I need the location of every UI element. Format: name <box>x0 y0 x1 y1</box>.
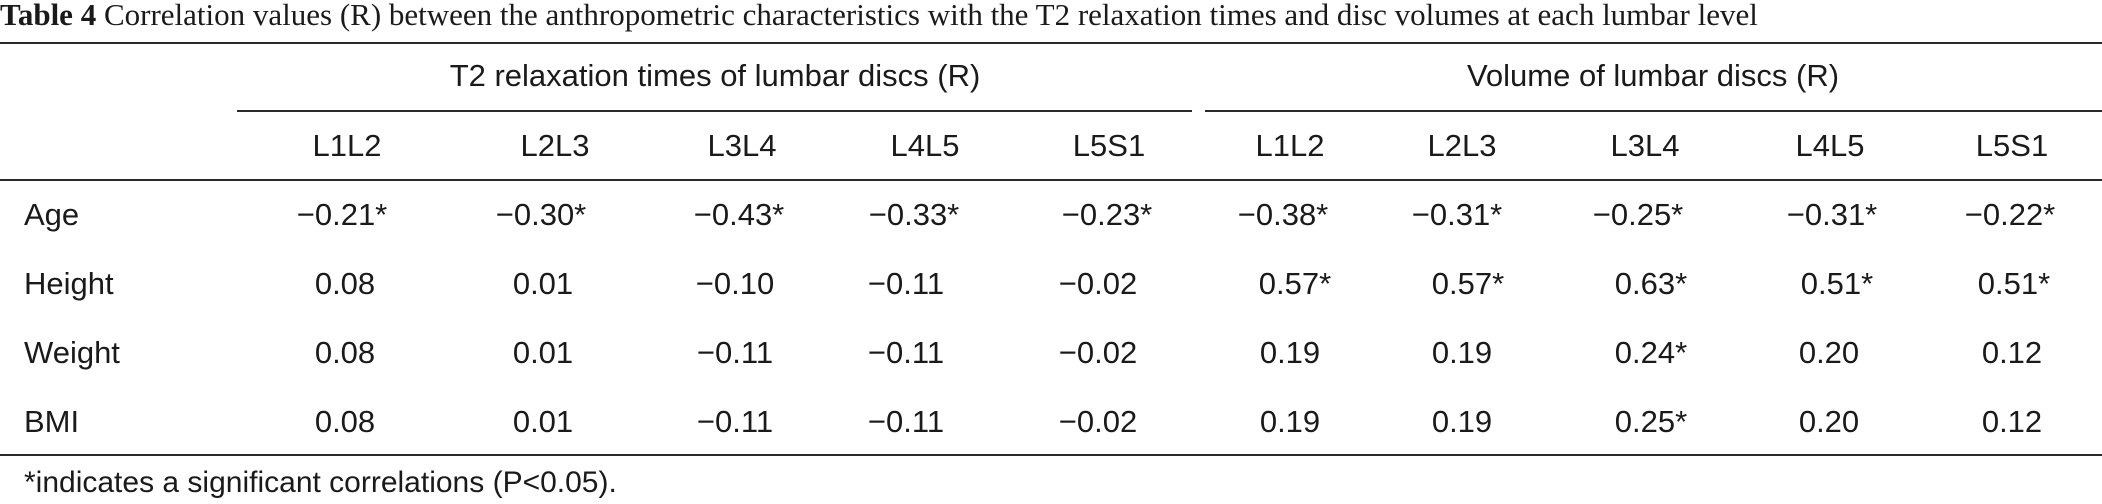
table-cell: 0.08 <box>314 335 376 370</box>
table-cell: −0.11 <box>696 335 774 370</box>
group-header-t2: T2 relaxation times of lumbar discs (R) <box>449 58 981 93</box>
table-cell: −0.31* <box>1786 197 1878 232</box>
table-cell: 0.01 <box>512 266 574 301</box>
table-cell: −0.11 <box>867 335 945 370</box>
table-cell: 0.08 <box>314 404 376 439</box>
column-header: L2L3 <box>1427 128 1497 163</box>
column-header: L4L5 <box>890 128 960 163</box>
bottom-rule <box>0 454 2102 456</box>
group-rule-volume <box>1205 110 2102 112</box>
table-cell: −0.11 <box>696 404 774 439</box>
column-header: L1L2 <box>312 128 382 163</box>
table-cell: 0.25* <box>1614 404 1688 439</box>
table-cell: 0.01 <box>512 335 574 370</box>
table-cell: 0.20 <box>1798 404 1860 439</box>
table-cell: −0.02 <box>1058 335 1138 370</box>
row-label-bmi: BMI <box>24 404 80 439</box>
column-header: L5S1 <box>1072 128 1146 163</box>
column-header: L3L4 <box>1610 128 1680 163</box>
table-cell: 0.08 <box>314 266 376 301</box>
table-cell: −0.11 <box>867 404 945 439</box>
table-cell: −0.25* <box>1592 197 1684 232</box>
row-label-weight: Weight <box>24 335 120 370</box>
table-cell: −0.02 <box>1058 404 1138 439</box>
header-rule <box>0 179 2102 181</box>
column-header: L4L5 <box>1795 128 1865 163</box>
table-cell: 0.19 <box>1431 335 1493 370</box>
row-label-height: Height <box>24 266 114 301</box>
table-cell: 0.63* <box>1614 266 1688 301</box>
table-cell: 0.19 <box>1431 404 1493 439</box>
table-cell: −0.10 <box>695 266 775 301</box>
column-header: L1L2 <box>1255 128 1325 163</box>
table-cell: −0.30* <box>495 197 587 232</box>
table-cell: 0.12 <box>1981 404 2043 439</box>
table-footnote: *indicates a significant correlations (P… <box>24 466 617 499</box>
top-rule <box>0 42 2102 44</box>
table-cell: 0.51* <box>1800 266 1874 301</box>
column-header: L3L4 <box>707 128 777 163</box>
table-cell: 0.57* <box>1431 266 1505 301</box>
row-label-age: Age <box>24 197 80 232</box>
table-cell: 0.20 <box>1798 335 1860 370</box>
table-cell: 0.19 <box>1259 335 1321 370</box>
table-cell: −0.02 <box>1058 266 1138 301</box>
column-header: L2L3 <box>520 128 590 163</box>
group-header-volume: Volume of lumbar discs (R) <box>1466 58 1840 93</box>
table-title: Correlation values (R) between the anthr… <box>103 0 1758 32</box>
table-cell: −0.11 <box>867 266 945 301</box>
table-cell: −0.38* <box>1237 197 1329 232</box>
table-cell: −0.43* <box>693 197 785 232</box>
table-cell: −0.21* <box>296 197 388 232</box>
table-cell: −0.33* <box>868 197 960 232</box>
table-cell: 0.12 <box>1981 335 2043 370</box>
table-number: Table 4 <box>0 0 97 32</box>
table-cell: 0.19 <box>1259 404 1321 439</box>
table-cell: 0.24* <box>1614 335 1688 370</box>
table-cell: 0.57* <box>1258 266 1332 301</box>
table-cell: −0.31* <box>1411 197 1503 232</box>
table-cell: 0.01 <box>512 404 574 439</box>
table-cell: −0.23* <box>1061 197 1153 232</box>
table-caption: Table 4 Correlation values (R) between t… <box>0 0 2102 34</box>
table-cell: −0.22* <box>1964 197 2056 232</box>
table-cell: 0.51* <box>1977 266 2051 301</box>
group-rule-t2 <box>237 110 1192 112</box>
column-header: L5S1 <box>1975 128 2049 163</box>
